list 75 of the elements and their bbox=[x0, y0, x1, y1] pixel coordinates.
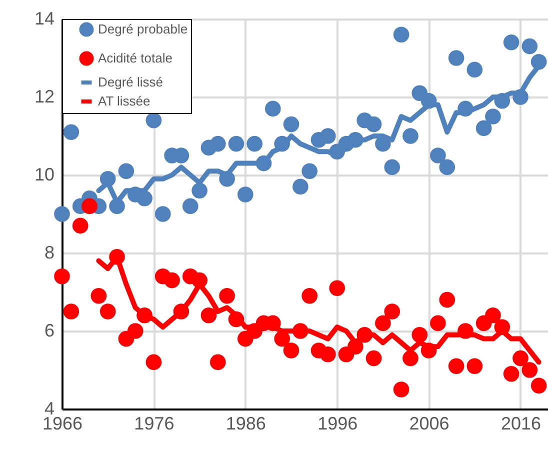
y-tick-label: 14 bbox=[34, 8, 54, 28]
point bbox=[448, 358, 464, 374]
x-tick-label: 2006 bbox=[409, 414, 450, 434]
point bbox=[402, 128, 418, 144]
point bbox=[210, 354, 226, 370]
point bbox=[127, 323, 144, 339]
point bbox=[90, 288, 107, 304]
point bbox=[448, 50, 464, 66]
point bbox=[522, 38, 538, 54]
point bbox=[320, 346, 336, 362]
point bbox=[192, 182, 208, 198]
legend-label: Degré lissé bbox=[98, 74, 164, 90]
point bbox=[439, 159, 456, 176]
point bbox=[485, 108, 501, 124]
x-tick-label: 1976 bbox=[134, 414, 174, 434]
point bbox=[274, 330, 290, 347]
y-tick-label: 8 bbox=[44, 242, 54, 262]
point bbox=[412, 327, 428, 343]
point bbox=[283, 116, 300, 132]
point bbox=[366, 350, 382, 366]
point bbox=[512, 350, 528, 366]
point bbox=[302, 163, 318, 179]
point bbox=[118, 163, 134, 179]
point bbox=[329, 280, 345, 296]
point bbox=[430, 148, 446, 164]
point bbox=[265, 100, 281, 117]
legend-label: AT lissée bbox=[98, 94, 150, 108]
point bbox=[182, 198, 198, 214]
point bbox=[100, 304, 116, 320]
point bbox=[164, 272, 180, 288]
point bbox=[320, 128, 336, 144]
point bbox=[82, 198, 98, 214]
point bbox=[246, 136, 262, 152]
point bbox=[72, 218, 88, 234]
point bbox=[237, 186, 254, 202]
x-tick-label: 1986 bbox=[226, 414, 266, 434]
point bbox=[466, 62, 483, 78]
point bbox=[54, 268, 70, 284]
point bbox=[146, 112, 162, 128]
point bbox=[466, 358, 483, 374]
point bbox=[384, 304, 400, 320]
point bbox=[485, 308, 501, 324]
point bbox=[522, 362, 538, 378]
point bbox=[476, 120, 492, 136]
point bbox=[146, 354, 162, 370]
point bbox=[503, 34, 520, 50]
point bbox=[228, 136, 244, 152]
point bbox=[54, 206, 70, 222]
legend-label: Acidité totale bbox=[98, 50, 172, 66]
x-tick-label: 2016 bbox=[500, 414, 542, 434]
point bbox=[503, 366, 520, 382]
point bbox=[439, 292, 456, 308]
point bbox=[384, 159, 400, 176]
point bbox=[210, 136, 226, 152]
point bbox=[430, 315, 446, 332]
point bbox=[63, 124, 80, 140]
point bbox=[375, 315, 391, 332]
point bbox=[302, 288, 318, 304]
point bbox=[154, 206, 171, 222]
point bbox=[393, 382, 410, 398]
x-tick-label: 1996 bbox=[318, 414, 358, 434]
point bbox=[292, 178, 308, 195]
y-tick-label: 6 bbox=[44, 320, 54, 340]
point bbox=[283, 342, 300, 358]
point bbox=[402, 350, 418, 366]
point bbox=[530, 378, 547, 394]
point bbox=[136, 190, 152, 206]
point bbox=[393, 26, 410, 42]
point bbox=[219, 288, 235, 304]
point bbox=[366, 116, 382, 132]
point bbox=[63, 304, 80, 320]
legend-label: Degré probable bbox=[98, 22, 188, 36]
point bbox=[200, 308, 217, 324]
y-tick-label: 12 bbox=[34, 86, 54, 106]
y-tick-label: 10 bbox=[34, 164, 54, 184]
